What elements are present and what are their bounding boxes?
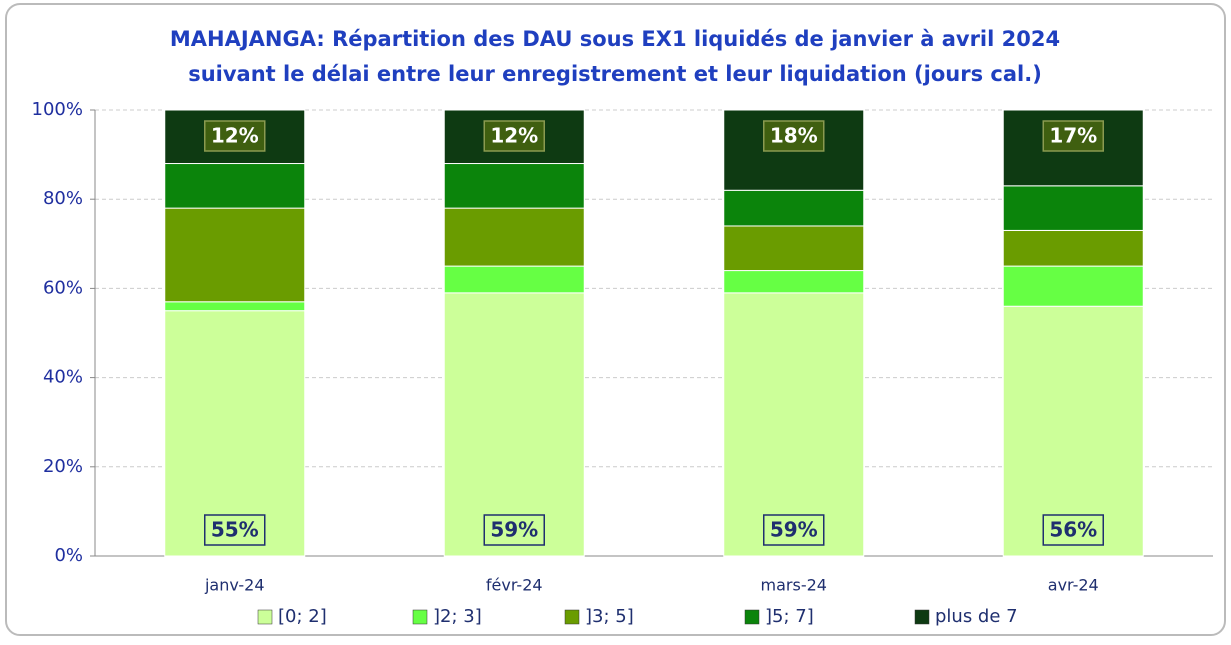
- y-tick-label: 60%: [43, 277, 83, 298]
- data-label-box: [483, 120, 545, 152]
- bar-segment: [164, 163, 306, 209]
- data-label-box: [763, 120, 825, 152]
- bar-segment: [723, 292, 865, 557]
- y-tick-label: 0%: [54, 545, 83, 566]
- data-label: 12%: [211, 124, 259, 148]
- x-tick-label: mars-24: [761, 576, 827, 595]
- legend-label: ]2; 3]: [433, 606, 482, 627]
- bar-segment: [1002, 185, 1144, 231]
- data-label: 12%: [490, 124, 538, 148]
- bar-segment: [443, 265, 585, 294]
- y-tick-label: 40%: [43, 367, 83, 388]
- data-label: 55%: [211, 518, 259, 542]
- legend-swatch: [914, 609, 930, 625]
- chart-frame: [5, 3, 1226, 636]
- data-label: 18%: [770, 124, 818, 148]
- x-tick-label: févr-24: [486, 576, 543, 595]
- legend-label: ]5; 7]: [765, 606, 814, 627]
- x-tick-label: janv-24: [204, 576, 265, 595]
- bar-segment: [164, 207, 306, 303]
- data-label-box: [763, 514, 825, 546]
- bar-segment: [723, 270, 865, 294]
- data-label-box: [1042, 514, 1104, 546]
- bar-segment: [1002, 265, 1144, 307]
- chart-title: MAHAJANGA: Répartition des DAU sous EX1 …: [170, 27, 1060, 51]
- data-label-box: [1042, 120, 1104, 152]
- data-label-box: [483, 514, 545, 546]
- bar-segment: [443, 163, 585, 209]
- bar-segment: [443, 207, 585, 267]
- legend-swatch: [564, 609, 580, 625]
- legend-label: [0; 2]: [278, 606, 327, 627]
- legend-swatch: [744, 609, 760, 625]
- legend-swatch: [412, 609, 428, 625]
- bar-segment: [443, 292, 585, 557]
- x-tick-label: avr-24: [1048, 576, 1099, 595]
- bar-segment: [723, 189, 865, 227]
- data-label: 56%: [1049, 518, 1097, 542]
- data-label: 17%: [1049, 124, 1097, 148]
- data-label: 59%: [770, 518, 818, 542]
- data-label: 59%: [490, 518, 538, 542]
- bar-segment: [164, 301, 306, 312]
- legend-label: plus de 7: [935, 606, 1018, 627]
- data-label-box: [204, 120, 266, 152]
- y-tick-label: 80%: [43, 188, 83, 209]
- chart-subtitle: suivant le délai entre leur enregistreme…: [188, 62, 1042, 86]
- legend-swatch: [257, 609, 273, 625]
- y-tick-label: 20%: [43, 456, 83, 477]
- bar-segment: [723, 225, 865, 272]
- data-label-box: [204, 514, 266, 546]
- bar-segment: [1002, 229, 1144, 267]
- legend-label: ]3; 5]: [585, 606, 634, 627]
- y-tick-label: 100%: [32, 99, 83, 120]
